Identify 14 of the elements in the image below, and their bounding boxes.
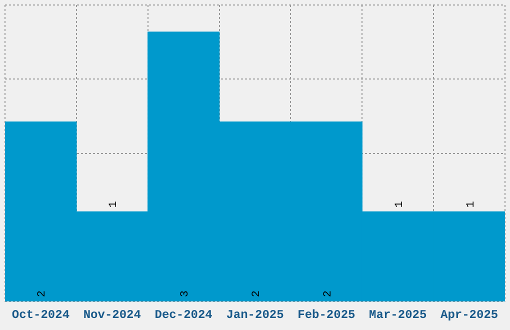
x-tick-label: Feb-2025 <box>298 308 356 322</box>
data-label: 1 <box>394 200 406 208</box>
x-tick-label: Oct-2024 <box>12 308 70 322</box>
data-label: 3 <box>180 290 192 298</box>
data-label: 2 <box>36 290 49 298</box>
data-label: 2 <box>322 290 334 298</box>
data-label: 1 <box>465 200 478 208</box>
x-tick-label: Dec-2024 <box>154 308 212 322</box>
x-tick-label: Apr-2025 <box>440 308 498 322</box>
x-tick-label: Mar-2025 <box>369 308 427 322</box>
data-label: 2 <box>251 290 263 298</box>
x-tick-label: Jan-2025 <box>226 308 284 322</box>
x-tick-label: Nov-2024 <box>83 308 141 322</box>
data-label: 1 <box>108 200 120 208</box>
